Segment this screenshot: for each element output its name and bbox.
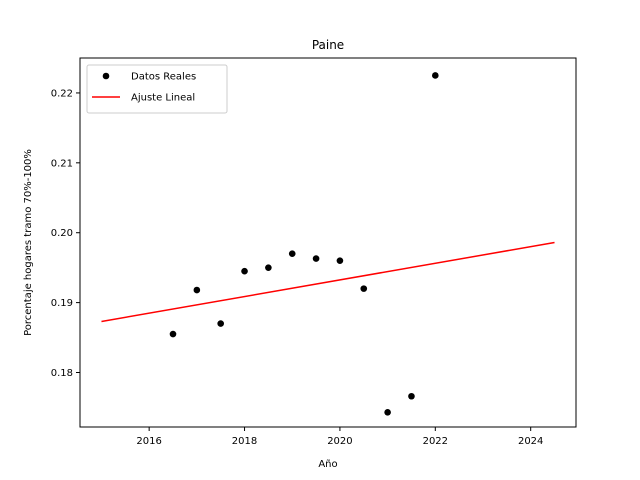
y-axis-label: Porcentaje hogares tramo 70%-100% [23,149,34,336]
legend-label-datos-reales: Datos Reales [131,72,196,83]
x-tick-label: 2022 [423,436,448,447]
x-tick-label: 2016 [136,436,161,447]
data-point-7 [336,257,344,264]
chart-title: Paine [312,38,344,52]
y-tick-label: 0.22 [51,88,73,99]
series-layer [101,72,555,416]
x-axis-ticks: 2016 2018 2020 2022 2024 [136,427,543,447]
data-point-2 [217,320,224,327]
data-point-8 [360,285,368,292]
data-point-4 [265,264,272,271]
legend-box [86,64,228,114]
x-tick-label: 2020 [327,436,352,447]
legend-label-ajuste-lineal: Ajuste Lineal [131,93,195,104]
y-tick-label: 0.20 [51,228,73,239]
y-tick-label: 0.21 [51,158,73,169]
data-point-11 [432,72,439,79]
data-point-6 [312,255,320,262]
data-point-3 [241,267,248,275]
x-axis-label: Año [318,459,337,470]
data-point-10 [408,392,415,400]
x-tick-label: 2024 [518,436,543,447]
data-point-5 [288,250,296,257]
legend-marker-datos-reales [102,72,110,80]
y-tick-label: 0.18 [51,368,73,379]
plot-area [80,58,576,427]
data-point-1 [193,286,201,294]
x-tick-label: 2018 [232,436,257,447]
y-axis-ticks: 0.18 0.19 0.20 0.21 0.22 [51,88,80,379]
legend: Datos Reales Ajuste Lineal [86,64,228,114]
data-point-9 [384,409,391,416]
fit-line [101,241,555,323]
plot-frame [79,57,577,428]
data-point-0 [169,330,177,338]
y-tick-label: 0.19 [51,298,73,309]
